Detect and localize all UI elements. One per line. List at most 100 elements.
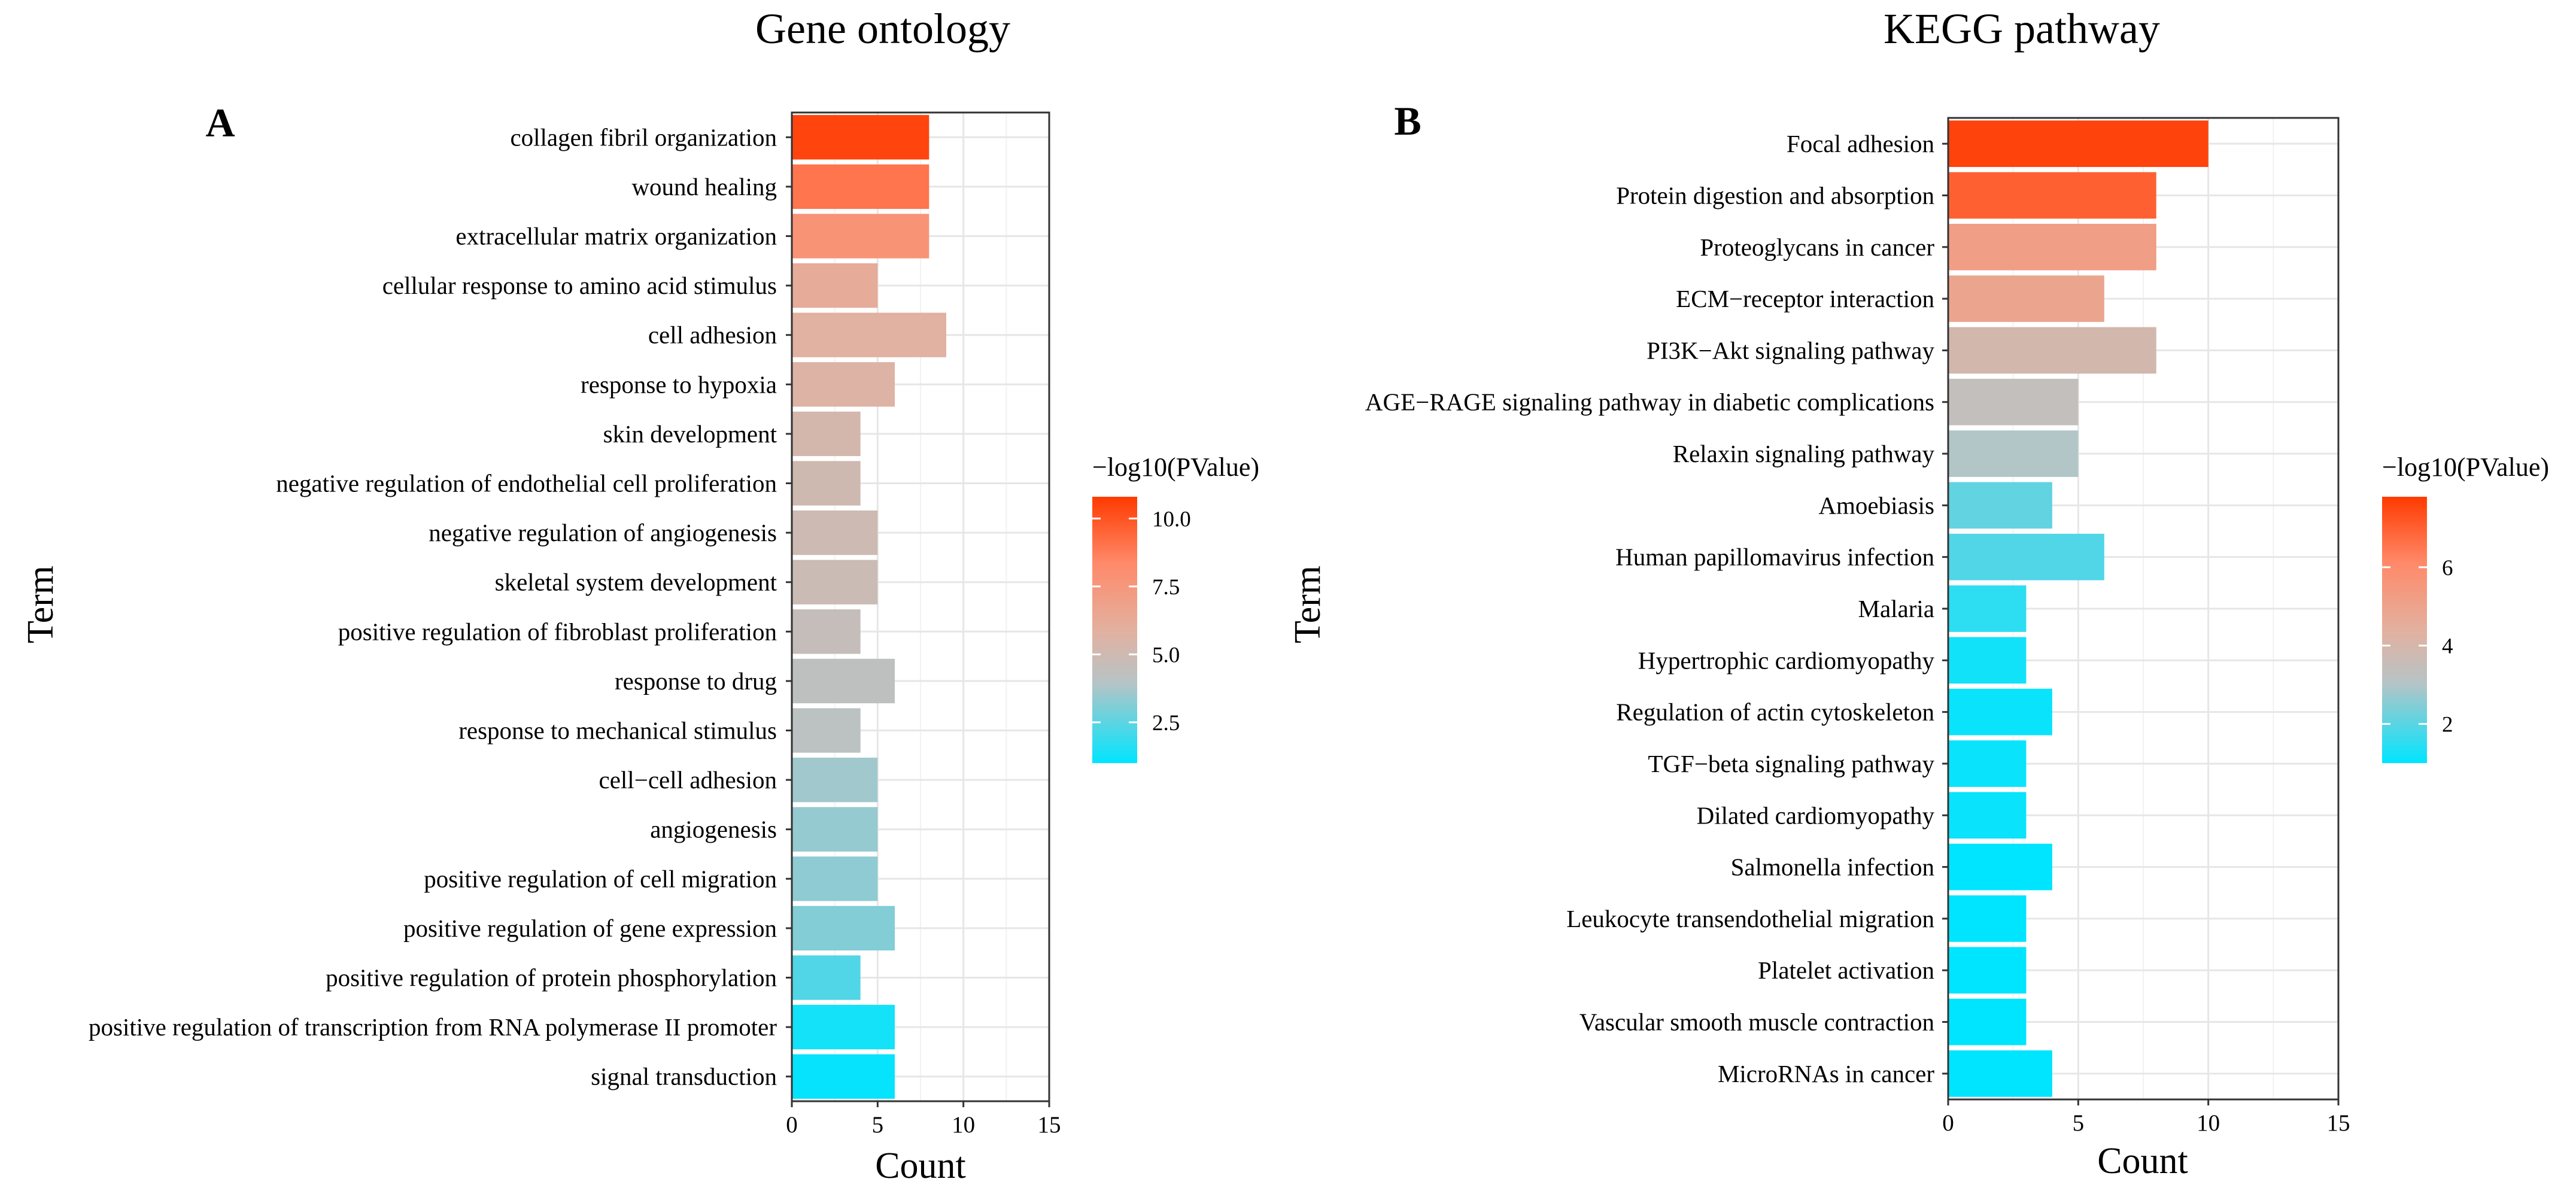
kegg-term-label: TGF−beta signaling pathway	[1648, 750, 1934, 777]
go-term-label: response to hypoxia	[581, 370, 777, 398]
kegg-bar	[1948, 585, 2027, 632]
kegg-term-label: Hypertrophic cardiomyopathy	[1638, 646, 1935, 674]
go-bar	[792, 708, 861, 753]
kegg-term-label: Dilated cardiomyopathy	[1697, 801, 1935, 829]
kegg-x-axis-title: Count	[2097, 1141, 2188, 1181]
kegg-bar	[1948, 637, 2027, 684]
go-bar	[792, 560, 878, 604]
go-x-axis-title: Count	[875, 1146, 966, 1186]
go-term-label: skin development	[603, 420, 777, 448]
kegg-term-label: Amoebiasis	[1818, 491, 1934, 519]
go-bar	[792, 757, 878, 803]
kegg-bar	[1948, 998, 2027, 1046]
go-grid	[791, 113, 1050, 1101]
kegg-x-tick-label: 5	[2073, 1110, 2085, 1136]
go-bar	[792, 609, 861, 654]
kegg-term-label: Salmonella infection	[1731, 853, 1934, 881]
kegg-term-label: Regulation of actin cytoskeleton	[1616, 698, 1934, 726]
go-bar	[792, 807, 878, 852]
go-bar	[792, 164, 929, 209]
go-term-label: signal transduction	[591, 1063, 777, 1090]
kegg-chart-panel: KEGG pathway B Term Count Focal adhesion…	[1287, 5, 2549, 1181]
go-legend-tick-label: 5.0	[1152, 643, 1180, 667]
go-term-label: collagen fibril organization	[510, 123, 777, 151]
go-term-label: cellular response to amino acid stimulus	[382, 272, 777, 299]
go-term-label: skeletal system development	[495, 569, 777, 596]
kegg-bar	[1948, 172, 2156, 219]
go-chart-panel: Gene ontology A Term Count collagen fibr…	[20, 5, 1259, 1186]
kegg-term-label: Human papillomavirus infection	[1615, 543, 1934, 571]
go-term-label: positive regulation of fibroblast prolif…	[338, 618, 777, 645]
go-term-label: positive regulation of gene expression	[403, 915, 777, 942]
kegg-legend-title: −log10(PValue)	[2382, 452, 2549, 482]
kegg-legend-ticks: 6 4 2	[2382, 556, 2453, 737]
kegg-x-tick-label: 10	[2197, 1110, 2220, 1136]
kegg-bar	[1948, 378, 2079, 426]
kegg-bar	[1948, 533, 2104, 581]
kegg-bar	[1948, 482, 2052, 529]
kegg-term-labels: Focal adhesion Protein digestion and abso…	[1365, 130, 1948, 1087]
go-x-tick-label: 10	[952, 1112, 975, 1138]
kegg-x-ticks: 0 5 10 15	[1942, 1099, 2350, 1136]
kegg-legend-tick-label: 4	[2442, 634, 2453, 659]
go-term-label: response to mechanical stimulus	[458, 717, 777, 745]
kegg-term-label: Relaxin signaling pathway	[1673, 440, 1935, 467]
go-bar	[792, 510, 878, 555]
go-bar	[792, 411, 861, 457]
go-term-label: negative regulation of angiogenesis	[429, 519, 777, 546]
kegg-term-label: Focal adhesion	[1787, 130, 1934, 157]
kegg-term-label: MicroRNAs in cancer	[1718, 1060, 1934, 1087]
kegg-bar	[1948, 327, 2156, 374]
kegg-term-label: Vascular smooth muscle contraction	[1579, 1008, 1934, 1036]
kegg-legend-tick-label: 6	[2442, 556, 2453, 581]
go-term-label: wound healing	[631, 173, 777, 200]
go-y-axis-title: Term	[20, 566, 61, 643]
go-bar	[792, 1054, 895, 1099]
go-bar	[792, 906, 895, 951]
kegg-term-label: Protein digestion and absorption	[1616, 181, 1934, 209]
go-panel-letter: A	[205, 100, 235, 145]
go-bar	[792, 461, 861, 506]
go-legend-tick-label: 10.0	[1152, 507, 1191, 531]
kegg-bar	[1948, 223, 2156, 271]
go-term-label: negative regulation of endothelial cell …	[276, 470, 777, 497]
go-bar	[792, 214, 929, 259]
go-bar	[792, 1004, 895, 1050]
go-bar	[792, 955, 861, 1000]
kegg-bar	[1948, 843, 2052, 891]
go-term-labels: collagen fibril organization wound healin…	[89, 123, 792, 1090]
kegg-bar	[1948, 120, 2209, 167]
go-bar	[792, 312, 946, 357]
kegg-panel-letter: B	[1394, 98, 1421, 144]
go-chart-title: Gene ontology	[755, 5, 1010, 53]
go-legend-tick-label: 7.5	[1152, 575, 1180, 600]
go-bars	[792, 115, 946, 1099]
go-bar	[792, 658, 895, 704]
go-x-ticks: 0 5 10 15	[786, 1101, 1061, 1138]
go-legend-colorbar	[1092, 497, 1137, 763]
go-bar	[792, 362, 895, 407]
go-term-label: positive regulation of cell migration	[424, 865, 777, 892]
go-bar	[792, 115, 929, 160]
kegg-chart-title: KEGG pathway	[1884, 5, 2160, 53]
kegg-bar	[1948, 1050, 2052, 1097]
kegg-term-label: Leukocyte transendothelial migration	[1566, 905, 1934, 932]
kegg-term-label: Malaria	[1858, 595, 1934, 622]
kegg-bar	[1948, 895, 2027, 942]
kegg-bar	[1948, 275, 2104, 322]
kegg-bar	[1948, 430, 2079, 477]
go-term-label: positive regulation of transcription fro…	[89, 1013, 777, 1041]
kegg-term-label: Proteoglycans in cancer	[1700, 233, 1934, 261]
kegg-term-label: ECM−receptor interaction	[1676, 285, 1934, 312]
go-x-tick-label: 5	[872, 1112, 884, 1138]
go-term-label: extracellular matrix organization	[455, 223, 777, 250]
go-term-label: response to drug	[615, 667, 777, 695]
kegg-term-label: PI3K−Akt signaling pathway	[1647, 336, 1934, 364]
kegg-bar	[1948, 740, 2027, 787]
kegg-term-label: Platelet activation	[1758, 956, 1934, 984]
go-plot-frame	[791, 111, 1050, 1102]
kegg-bar	[1948, 947, 2027, 994]
kegg-x-tick-label: 15	[2327, 1110, 2350, 1136]
go-bar	[792, 263, 878, 308]
